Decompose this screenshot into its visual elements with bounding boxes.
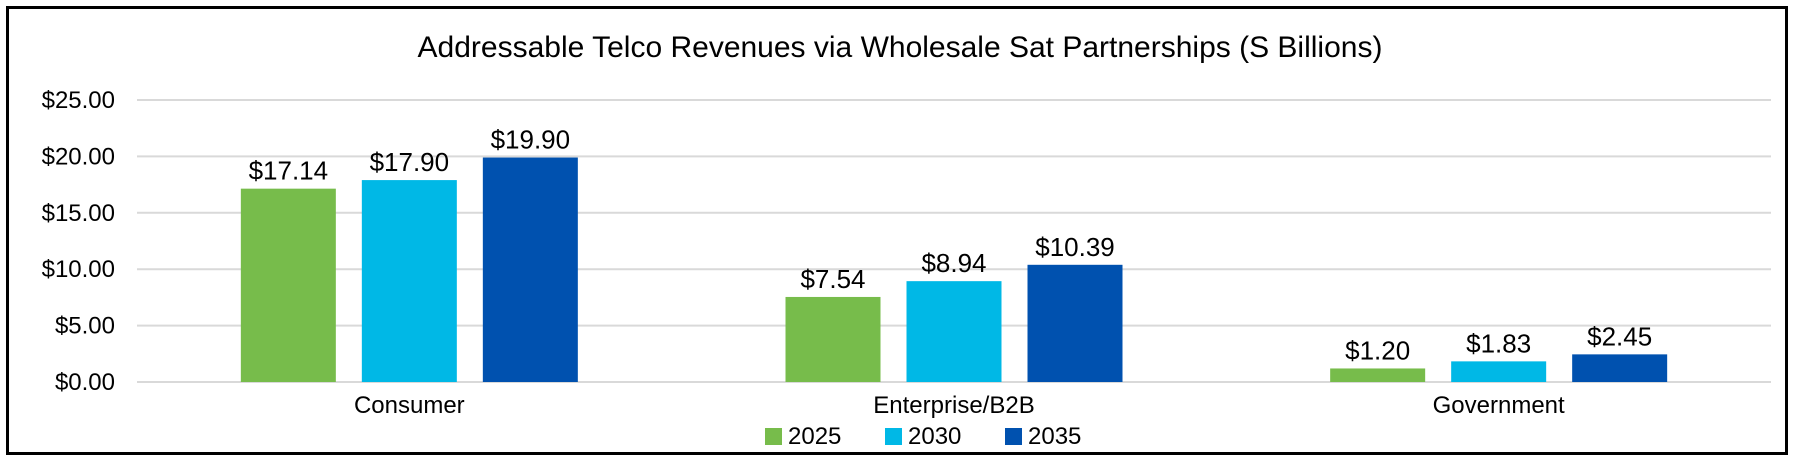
legend-label: 2030 bbox=[908, 423, 961, 450]
legend-swatch-2035 bbox=[1005, 428, 1022, 445]
bar-2030-consumer bbox=[361, 180, 457, 382]
legend-label: 2025 bbox=[788, 423, 841, 450]
x-tick-label: Consumer bbox=[354, 392, 465, 419]
bar-2025-government bbox=[1330, 368, 1426, 382]
legend-label: 2035 bbox=[1028, 423, 1081, 450]
legend: 2025 2030 2035 bbox=[765, 423, 1081, 450]
data-label: $2.45 bbox=[1587, 321, 1652, 351]
data-label: $8.94 bbox=[921, 248, 986, 278]
data-label: $7.54 bbox=[800, 264, 865, 294]
y-tick-label: $0.00 bbox=[55, 369, 115, 396]
bar-chart: Addressable Telco Revenues via Wholesale… bbox=[42, 31, 1771, 450]
bar-2035-consumer bbox=[482, 157, 578, 382]
chart-frame: Addressable Telco Revenues via Wholesale… bbox=[6, 6, 1788, 455]
y-tick-label: $5.00 bbox=[55, 313, 115, 340]
bar-2035-enterprise-b2b bbox=[1027, 264, 1123, 382]
x-tick-label: Government bbox=[1433, 392, 1565, 419]
data-labels: $17.14 $17.90 $19.90 $7.54 $8.94 $10.39 $1.20 $… bbox=[249, 125, 1653, 366]
bars bbox=[240, 157, 1668, 382]
legend-swatch-2025 bbox=[765, 428, 782, 445]
bar-2030-government bbox=[1451, 361, 1547, 382]
x-axis: Consumer Enterprise/B2B Government bbox=[354, 392, 1565, 419]
bar-2025-consumer bbox=[240, 188, 336, 382]
bar-2030-enterprise-b2b bbox=[906, 281, 1002, 382]
y-tick-label: $20.00 bbox=[42, 143, 115, 170]
y-tick-label: $25.00 bbox=[42, 87, 115, 114]
y-tick-label: $10.00 bbox=[42, 256, 115, 283]
bar-2035-government bbox=[1572, 354, 1668, 382]
legend-swatch-2030 bbox=[885, 428, 902, 445]
y-tick-label: $15.00 bbox=[42, 200, 115, 227]
data-label: $1.20 bbox=[1345, 335, 1410, 365]
x-tick-label: Enterprise/B2B bbox=[873, 392, 1034, 419]
bar-2025-enterprise-b2b bbox=[785, 296, 881, 382]
data-label: $17.14 bbox=[249, 156, 329, 186]
data-label: $17.90 bbox=[370, 147, 450, 177]
chart-title: Addressable Telco Revenues via Wholesale… bbox=[418, 31, 1383, 64]
data-label: $19.90 bbox=[491, 125, 571, 155]
data-label: $1.83 bbox=[1466, 328, 1531, 358]
data-label: $10.39 bbox=[1035, 232, 1115, 262]
